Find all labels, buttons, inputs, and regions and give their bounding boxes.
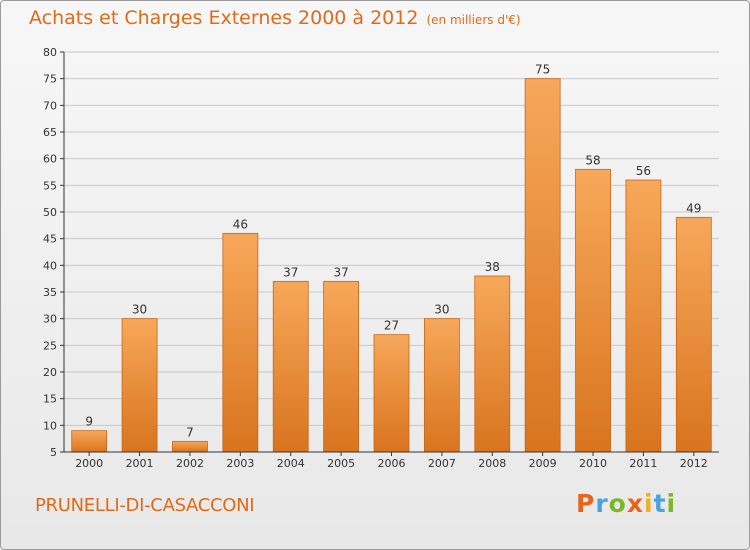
x-tick-label-2000: 2000 [75,457,103,470]
commune-name: PRUNELLI-DI-CASACCONI [35,495,255,516]
bar-2007 [423,318,460,453]
y-tick-label: 50 [43,206,57,219]
x-tick-label-2007: 2007 [428,457,456,470]
x-tick-label-2002: 2002 [176,457,204,470]
y-tick-label: 20 [43,366,57,379]
x-tick-label-2006: 2006 [378,457,406,470]
x-tick-label-2010: 2010 [579,457,607,470]
x-axis-ticks: 2000 2001 2002 2003 2004 2005 2006 2007 2008 2009… [75,452,708,470]
x-tick-label-2009: 2009 [529,457,557,470]
data-label-2007: 30 [434,303,449,317]
x-tick-label-2004: 2004 [277,457,305,470]
y-tick-label: 45 [43,233,57,246]
y-tick-label: 5 [50,446,57,459]
data-label-2001: 30 [132,303,147,317]
data-label-2003: 46 [233,217,248,231]
y-tick-label: 30 [43,313,57,326]
y-tick-label: 40 [43,259,57,272]
x-tick-label-2011: 2011 [629,457,657,470]
data-label-2005: 37 [333,265,348,279]
bar-2012 [675,216,712,453]
bar-2000 [71,430,108,453]
data-label-2011: 56 [636,164,651,178]
proxiti-logo: Proxiti [576,489,676,518]
chart-unit: (en milliers d'€) [426,13,521,27]
logo-letter: r [595,489,609,518]
data-label-2006: 27 [384,319,399,333]
bar-2004 [272,280,309,453]
data-label-2009: 75 [535,63,550,77]
data-label-2004: 37 [283,265,298,279]
data-labels: 9 30 7 46 37 37 27 30 38 75 58 56 49 [85,63,701,440]
logo-letter: P [576,489,596,518]
y-tick-label: 15 [43,393,57,406]
x-tick-label-2005: 2005 [327,457,355,470]
x-tick-label-2008: 2008 [478,457,506,470]
bar-2009 [524,78,561,453]
logo-letter: t [653,489,667,518]
data-label-2012: 49 [686,201,701,215]
y-tick-label: 25 [43,339,57,352]
y-tick-label: 70 [43,99,57,112]
y-tick-label: 80 [43,46,57,59]
data-label-2010: 58 [585,153,600,167]
y-tick-label: 75 [43,73,57,86]
logo-letter: o [608,489,627,518]
logo-letter: x [626,489,644,518]
bar-2002 [172,440,208,453]
bar-2011 [625,179,662,453]
bar-2003 [222,232,259,453]
chart-title-text: Achats et Charges Externes 2000 à 2012 [29,7,419,29]
bar-2001 [121,318,158,453]
bar-2008 [474,275,511,453]
x-tick-label-2012: 2012 [680,457,708,470]
bar-2005 [323,280,360,453]
y-tick-label: 60 [43,153,57,166]
y-tick-label: 65 [43,126,57,139]
data-label-2000: 9 [85,415,93,429]
x-tick-label-2003: 2003 [226,457,254,470]
logo-letter: i [666,489,677,518]
logo-letter: i [644,489,654,518]
y-tick-label: 55 [43,179,57,192]
chart-title: Achats et Charges Externes 2000 à 2012 (e… [29,7,521,29]
bar-2010 [575,168,611,453]
y-tick-label: 10 [43,419,57,432]
y-axis-ticks: 5 10 15 20 25 30 35 40 45 50 55 60 65 70 75 80 [43,46,64,459]
data-label-2002: 7 [186,425,194,439]
y-tick-label: 35 [43,286,57,299]
x-tick-label-2001: 2001 [126,457,154,470]
bar-2006 [373,334,410,453]
data-label-2008: 38 [485,260,500,274]
